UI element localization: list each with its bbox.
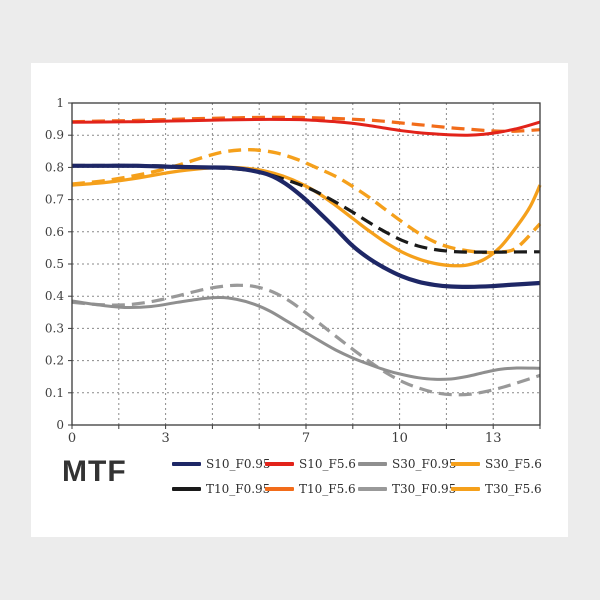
x-axis-label: 0 <box>68 431 76 446</box>
legend-label: T30_F5.6 <box>485 481 542 496</box>
legend-swatch-S30_F0.95 <box>358 461 387 466</box>
y-axis-label: 0.7 <box>45 193 64 207</box>
mtf-chart: 00.10.20.30.40.50.60.70.80.910 3 7 10 13 <box>45 96 542 446</box>
y-axis-label: 0.2 <box>45 354 64 368</box>
legend-swatch-T30_F0.95 <box>358 486 387 491</box>
legend-swatch-S30_F5.6 <box>451 461 480 466</box>
x-axis-label: 13 <box>485 431 502 446</box>
legend-label: T10_F0.95 <box>206 481 271 496</box>
y-axis-label: 0.4 <box>45 289 64 303</box>
legend-item-S30_F5.6: S30_F5.6 <box>451 457 543 471</box>
curve-S30_F0.95 <box>71 295 541 381</box>
curve-T10_F5.6 <box>71 115 541 133</box>
y-axis-label: 0.3 <box>45 321 64 335</box>
legend-label: S10_F0.95 <box>206 456 271 471</box>
legend-label: T10_F5.6 <box>299 481 356 496</box>
legend-item-S30_F0.95: S30_F0.95 <box>358 457 457 471</box>
legend-swatch-T30_F5.6 <box>451 486 480 491</box>
curve-T30_F0.95 <box>71 283 541 397</box>
y-axis-label: 0.6 <box>45 225 64 239</box>
legend-swatch-T10_F5.6 <box>265 486 294 491</box>
legend-swatch-S10_F5.6 <box>265 461 294 466</box>
legend-item-T10_F5.6: T10_F5.6 <box>265 482 358 496</box>
y-axis-label: 1 <box>56 96 64 110</box>
x-axis-label: 3 <box>161 431 169 446</box>
y-axis-label: 0.8 <box>45 160 64 174</box>
chart-legend: S10_F0.95 S10_F5.6 S30_F0.95 S30_F5.6 T10_F0… <box>172 451 543 501</box>
legend-label: T30_F0.95 <box>392 481 457 496</box>
chart-title: MTF <box>62 455 127 488</box>
curve-S10_F0.95 <box>72 163 541 289</box>
legend-label: S30_F5.6 <box>485 456 542 471</box>
legend-swatch-T10_F0.95 <box>172 486 201 491</box>
legend-item-S10_F5.6: S10_F5.6 <box>265 457 358 471</box>
legend-label: S10_F5.6 <box>299 456 356 471</box>
legend-item-S10_F0.95: S10_F0.95 <box>172 457 271 471</box>
y-axis-label: 0 <box>56 418 64 432</box>
curve-T30_F5.6 <box>71 148 542 255</box>
legend-item-T30_F5.6: T30_F5.6 <box>451 482 543 496</box>
legend-item-T30_F0.95: T30_F0.95 <box>358 482 456 496</box>
legend-item-T10_F0.95: T10_F0.95 <box>172 482 270 496</box>
chart-card: 0 0.1 0.2 0.3 0.4 0.5 0.6 0.7 0.8 0.9 1 0 3 7 10 13 MTF… <box>31 63 568 537</box>
y-axis-label: 0.1 <box>45 386 64 400</box>
curve-S10_F5.6 <box>71 117 541 137</box>
legend-swatch-S10_F0.95 <box>172 461 201 466</box>
y-axis-label: 0.9 <box>45 128 64 142</box>
x-axis-label: 7 <box>302 431 310 446</box>
y-axis-label: 0.5 <box>45 257 64 271</box>
x-axis-label: 10 <box>391 431 408 446</box>
legend-label: S30_F0.95 <box>392 456 457 471</box>
